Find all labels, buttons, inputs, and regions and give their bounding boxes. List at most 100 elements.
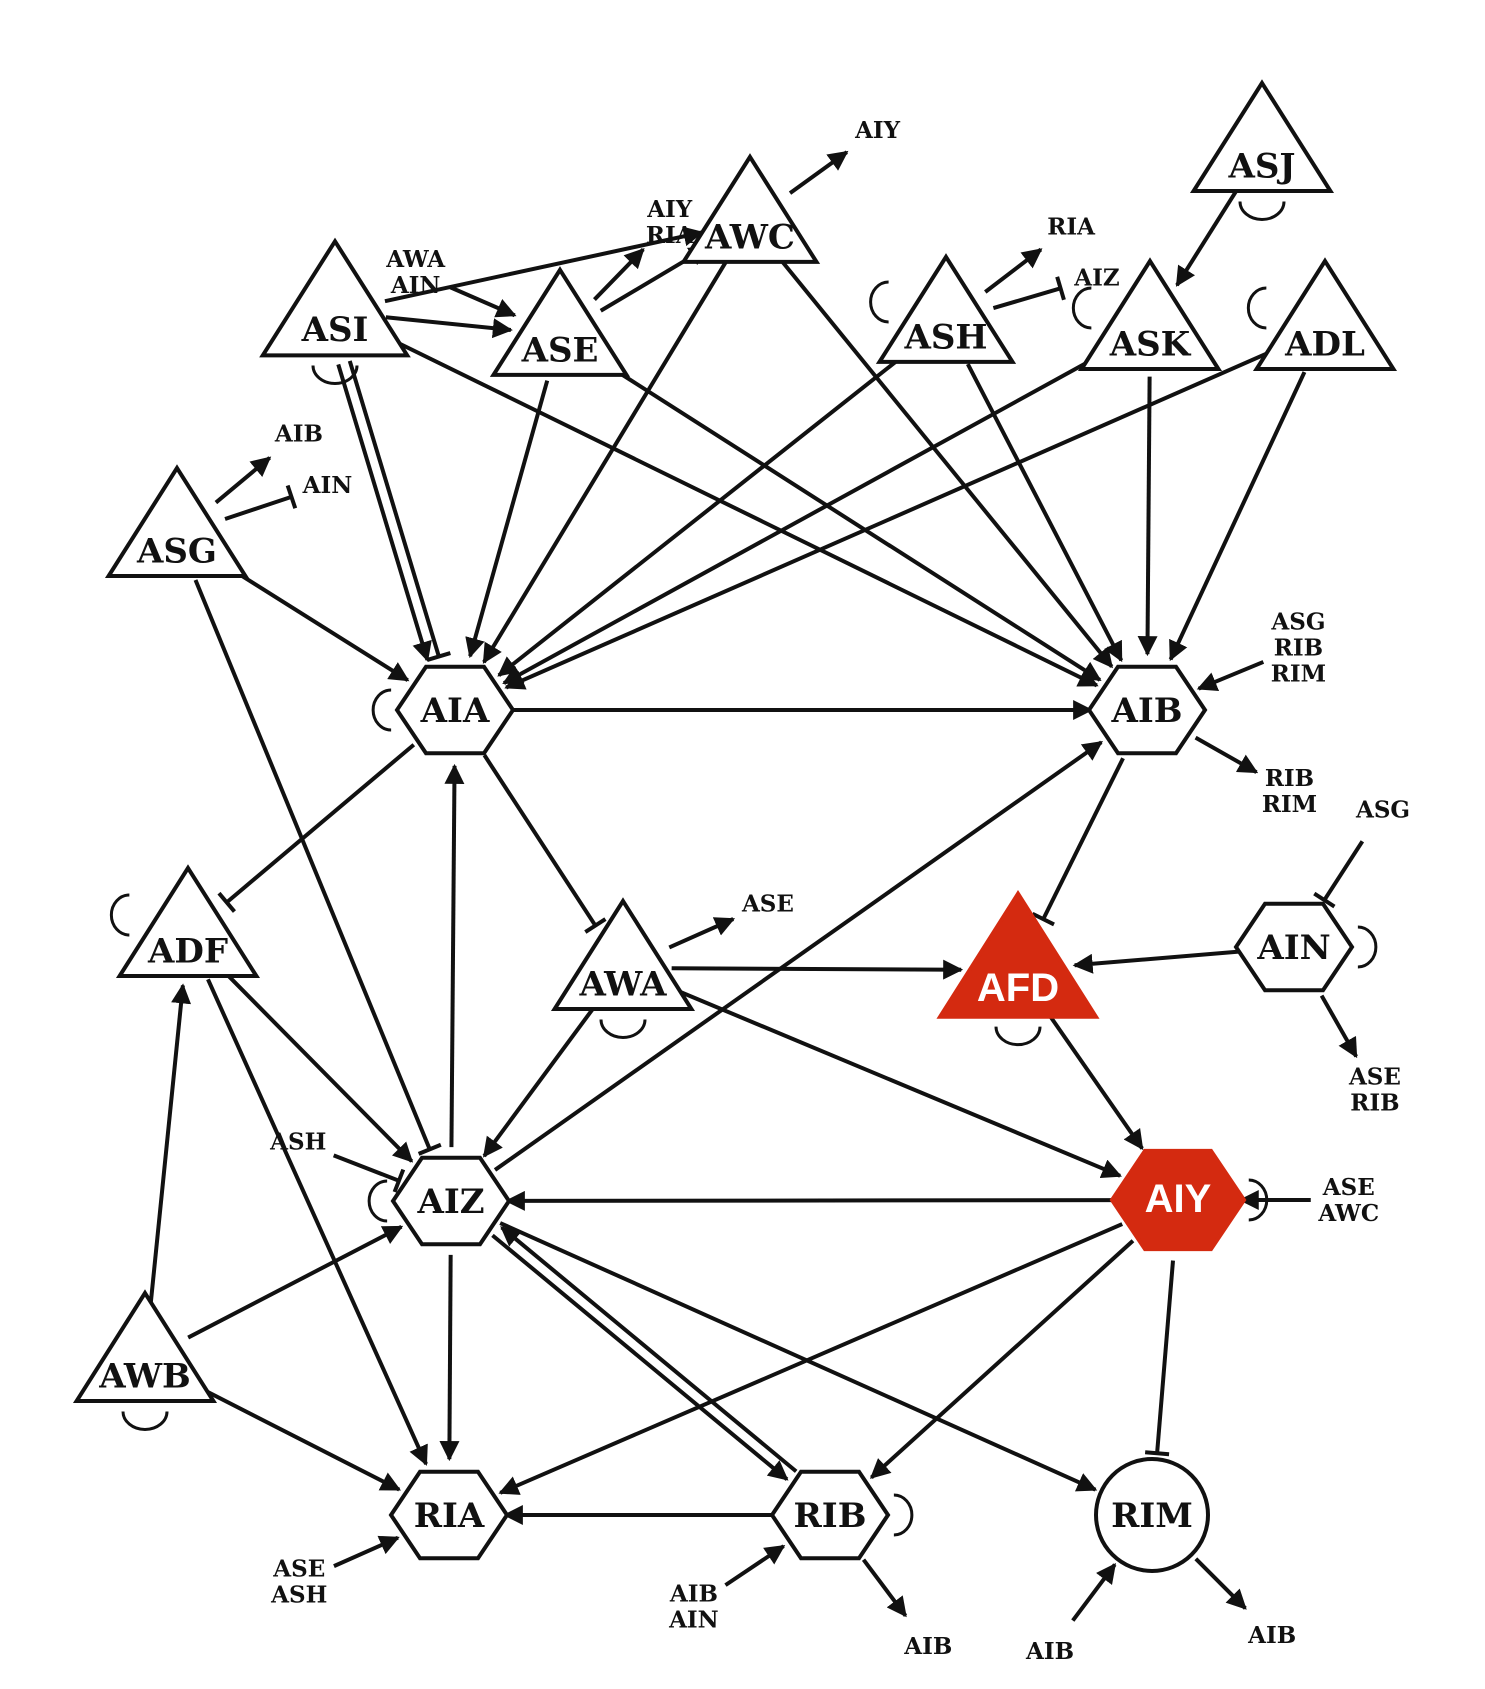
triangle-shape <box>115 864 261 979</box>
gap-junction-afd <box>994 1026 1042 1047</box>
edge-aiy-to-ria <box>498 1222 1124 1495</box>
self-loop-aiz <box>367 1179 388 1223</box>
ext-awa-out-ase-label: ASE <box>741 891 794 918</box>
ext-ash-out-aiz-label: AIZ <box>1073 265 1119 292</box>
neuron-aib: AIB <box>1086 664 1208 756</box>
ext-ash-out-aiz-line <box>992 286 1062 310</box>
connection-layer <box>147 190 1307 1525</box>
ext-ain-in-asg-label: ASG <box>1355 796 1410 823</box>
edge-awc-to-aia <box>482 261 728 664</box>
gap-junction-asi <box>311 365 359 386</box>
neuron-adl: ADL <box>1252 257 1398 372</box>
neuron-label: ASE <box>521 331 599 371</box>
triangle-shape <box>489 266 631 377</box>
neuron-label: RIA <box>414 1496 485 1536</box>
neuron-adf: ADF <box>115 864 261 979</box>
hexagon-shape <box>1109 1148 1247 1252</box>
neuron-label: ASJ <box>1227 146 1295 186</box>
neuron-label: ASK <box>1109 324 1192 364</box>
ext-rib-in-aib-ain-label: AIB AIN <box>668 1580 719 1633</box>
neuron-label: AFD <box>977 966 1059 1010</box>
edge-awb-to-ria <box>187 1380 401 1492</box>
ext-label-line: ASG <box>1270 608 1325 635</box>
neuron-ria: RIA <box>388 1469 510 1561</box>
ext-ase-in-awa-ain-line <box>449 285 517 318</box>
triangle-shape <box>875 253 1017 364</box>
edge-aiz-to-rib <box>491 1233 789 1481</box>
neuron-layer: ASJ AWC ASI ASE ASH ASK ADL ASG ADF AWA AWB AFD AIA A… <box>72 79 1398 1573</box>
neuron-afd: AFD <box>936 890 1100 1019</box>
ext-ria-in-ase-ash-line <box>333 1535 400 1568</box>
ext-label-line: AIN <box>668 1606 719 1633</box>
edge-asi-to-aia <box>347 360 441 658</box>
ext-rim-in-aib-label: AIB <box>1025 1638 1074 1665</box>
ext-rib-in-aib-ain-line <box>724 1544 786 1587</box>
triangle-shape <box>72 1289 218 1404</box>
edge-awa-to-aiy <box>667 984 1122 1179</box>
self-loop-rib <box>893 1493 914 1537</box>
edge-aia-to-adf-bar <box>217 891 236 913</box>
neuron-aia: AIA <box>394 664 516 756</box>
ext-label-line: AIB <box>1025 1638 1074 1665</box>
neuron-label: ASG <box>136 531 217 571</box>
neuron-ase: ASE <box>489 266 631 377</box>
ext-aiz-in-ash-bar <box>392 1168 406 1193</box>
ext-label-line: RIA <box>646 222 695 249</box>
ext-asg-out-ain-label: AIN <box>302 472 353 499</box>
neuron-label: RIM <box>1111 1496 1193 1536</box>
ext-aib-in-asg-rib-rim-label: ASG RIB RIM <box>1270 608 1326 687</box>
hexagon-shape <box>1086 664 1208 756</box>
neuron-ash: ASH <box>875 253 1017 364</box>
neuron-label: RIB <box>794 1496 867 1536</box>
edge-aiy-to-rim <box>1155 1260 1175 1454</box>
neuron-label: AWB <box>98 1356 191 1396</box>
ext-label-line: AIN <box>390 272 441 299</box>
edge-aiy-to-rim-bar <box>1144 1450 1170 1457</box>
ext-label-line: RIM <box>1262 791 1317 818</box>
ext-label-line: AIZ <box>1073 265 1119 292</box>
ext-ase-in-awa-ain-label: AWA AIN <box>385 246 446 299</box>
edge-ain-to-afd <box>1072 949 1241 974</box>
gap-junction-awa <box>599 1019 647 1039</box>
edge-asi-to-awc <box>384 226 704 304</box>
self-loop-ask <box>1071 286 1092 330</box>
edge-asg-to-aiz-bar <box>417 1142 442 1156</box>
ext-label-line: ASG <box>1355 796 1410 823</box>
neuron-awa: AWA <box>550 897 696 1012</box>
ext-rim-out-aib-line <box>1194 1557 1247 1610</box>
edge-aia-to-awa-bar <box>584 917 607 934</box>
ext-ain-in-asg-bar <box>1313 891 1336 909</box>
neuron-asi: ASI <box>259 237 411 358</box>
edge-asi-to-ase <box>385 315 513 339</box>
ext-asg-out-aib-label: AIB <box>274 420 323 447</box>
edge-awa-to-afd <box>671 959 964 980</box>
circle-shape <box>1094 1457 1210 1573</box>
ext-label-line: RIB <box>1274 634 1323 661</box>
edge-awb-to-adf <box>147 983 192 1312</box>
edge-aiz-to-aia <box>444 763 465 1148</box>
ext-ain-in-asg-line <box>1322 840 1365 902</box>
edge-aiz-to-rim <box>499 1221 1098 1492</box>
ext-ain-out-ase-rib-line <box>1319 994 1358 1059</box>
ext-label-line: AIB <box>903 1633 952 1660</box>
edge-adf-to-ria <box>206 978 428 1466</box>
self-loop-adf <box>109 893 130 937</box>
ext-label-line: ASE <box>1322 1174 1375 1201</box>
edge-ash-to-aia <box>497 349 911 677</box>
neuron-asj: ASJ <box>1189 79 1335 194</box>
ext-label-line: AIB <box>1247 1622 1296 1649</box>
ext-label-line: AIN <box>302 472 353 499</box>
edge-ase-to-aib <box>598 358 1102 682</box>
ext-label-line: ASE <box>272 1556 325 1583</box>
ext-ase-out-aiy-ria-line <box>593 247 645 301</box>
hexagon-shape <box>394 664 516 756</box>
neuron-ask: ASK <box>1077 257 1223 372</box>
ext-label-line: RIB <box>1265 765 1314 792</box>
ext-label-line: AWC <box>1317 1200 1379 1227</box>
neuron-label: AIN <box>1256 928 1330 968</box>
neuron-label: ADF <box>147 931 228 971</box>
ext-label-line: ASH <box>270 1582 327 1609</box>
edge-rib-to-aiz-b <box>500 1225 798 1473</box>
neuron-label: AIZ <box>416 1182 484 1222</box>
ext-label-line: ASE <box>1348 1063 1401 1090</box>
